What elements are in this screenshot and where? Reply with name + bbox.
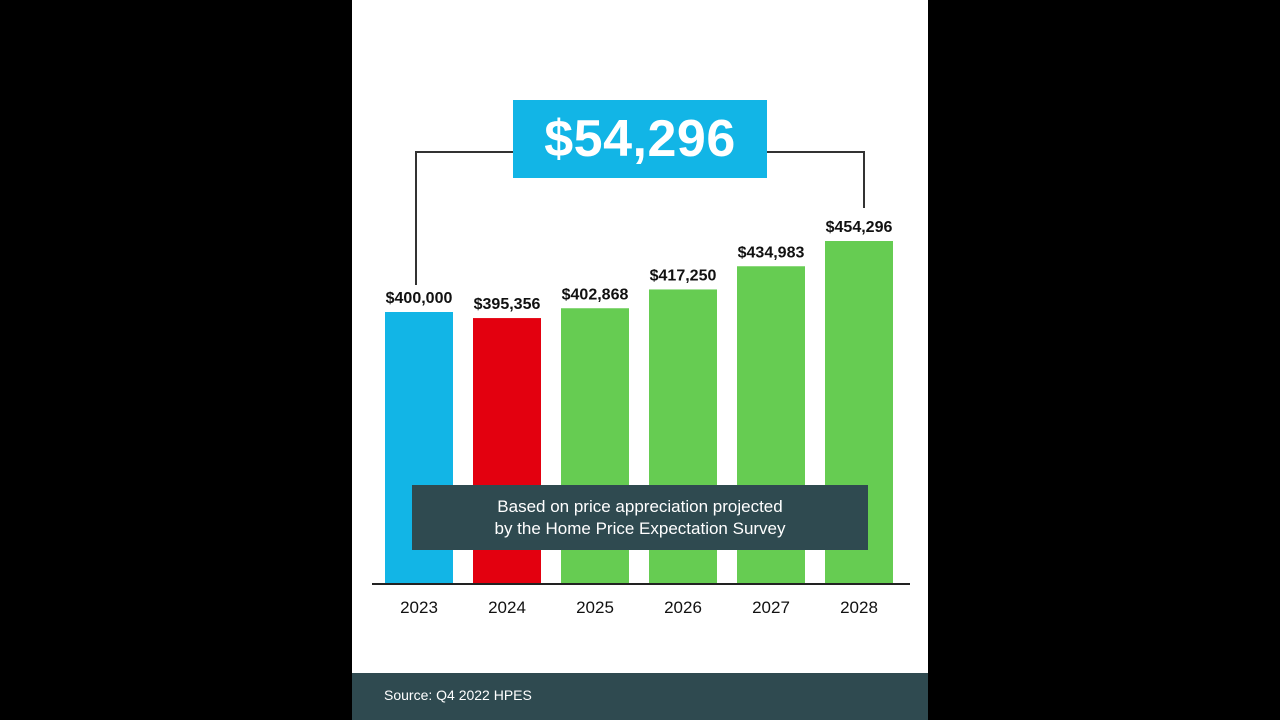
tick-label-2023: 2023 [400,598,438,617]
note-line-1: Based on price appreciation projected [497,496,783,516]
tick-label-2026: 2026 [664,598,702,617]
value-label-2027: $434,983 [738,244,805,261]
tick-label-2025: 2025 [576,598,614,617]
tick-label-2027: 2027 [752,598,790,617]
value-label-2026: $417,250 [650,267,717,284]
projection-note: Based on price appreciation projected by… [412,485,868,550]
difference-value: $54,296 [544,110,736,168]
tick-label-2028: 2028 [840,598,878,617]
value-label-2025: $402,868 [562,286,629,303]
source-text: Source: Q4 2022 HPES [384,687,532,703]
bracket-right [767,151,865,209]
footer-bar: Source: Q4 2022 HPES [352,673,928,720]
value-label-2023: $400,000 [386,290,453,307]
value-label-2028: $454,296 [826,219,893,236]
bracket-left [415,151,513,285]
tick-label-2024: 2024 [488,598,526,617]
chart-panel: $400,000 $395,356 $402,868 $417,250 $434,983… [352,0,928,720]
note-line-2: by the Home Price Expectation Survey [494,518,786,538]
value-label-2024: $395,356 [474,296,541,313]
difference-callout: $54,296 [513,100,767,178]
